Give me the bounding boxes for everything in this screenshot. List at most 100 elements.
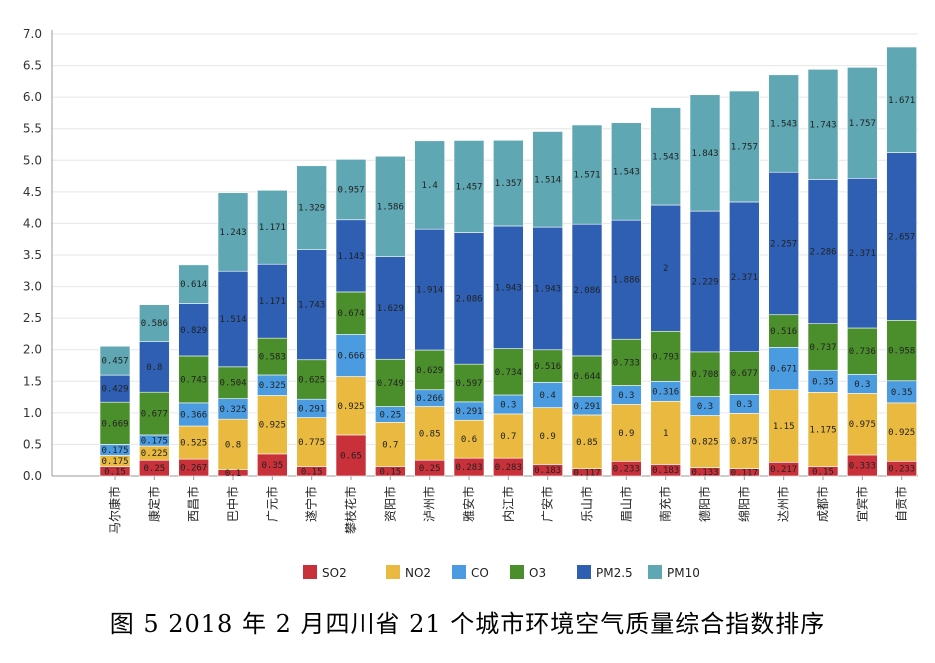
segment-value-label: 0.3 <box>736 400 752 410</box>
bar-segment <box>493 413 524 459</box>
segment-value-label: 1.543 <box>613 167 640 177</box>
bar-segment <box>257 395 288 455</box>
segment-value-label: 0.671 <box>770 364 797 374</box>
bar-segment <box>178 264 209 304</box>
segment-value-label: 0.7 <box>500 432 516 442</box>
segment-value-label: 1.671 <box>888 96 915 106</box>
bar-segment <box>532 226 563 351</box>
category-label: 康定市 <box>146 486 161 522</box>
segment-value-label: 0.233 <box>888 465 915 475</box>
segment-value-label: 0.183 <box>534 466 561 476</box>
segment-value-label: 1.886 <box>613 276 640 286</box>
legend-label: PM2.5 <box>596 566 633 580</box>
segment-value-label: 1.571 <box>573 171 600 181</box>
y-tick-label: 5.5 <box>23 122 42 136</box>
bar-segment <box>729 90 760 203</box>
segment-value-label: 0.291 <box>573 402 600 412</box>
legend: SO2 NO2 CO O3 PM2.5 PM10 <box>303 565 700 580</box>
segment-value-label: 0.677 <box>141 410 168 420</box>
segment-value-label: 2.286 <box>809 248 836 258</box>
bar-segment <box>611 122 642 221</box>
category-label: 德阳市 <box>697 486 712 522</box>
bar-segment <box>571 414 603 469</box>
y-tick-label: 2.0 <box>23 343 42 357</box>
segment-value-label: 0.429 <box>101 385 128 395</box>
category-label: 达州市 <box>776 486 791 522</box>
segment-value-label: 2 <box>663 264 668 274</box>
segment-value-label: 0.325 <box>259 381 286 391</box>
y-tick-label: 6.0 <box>23 90 42 104</box>
bar-segment <box>335 291 367 335</box>
bar-segment <box>453 232 485 365</box>
bar-segment <box>375 155 406 257</box>
segment-value-label: 0.217 <box>770 465 797 475</box>
category-labels: 马尔康市 康定市 西昌市 巴中市 广元市 遂宁市 攀枝花市 资阳市 泸州市 雅安市 内江市 广安市 乐山… <box>107 486 909 534</box>
segment-value-label: 0.975 <box>849 420 876 430</box>
bar-segment <box>296 165 327 250</box>
bar-segment <box>99 374 131 403</box>
segment-value-label: 0.7 <box>382 440 398 450</box>
y-tick-label: 1.0 <box>23 406 42 420</box>
segment-value-label: 0.233 <box>613 465 640 475</box>
y-tick-label: 0.5 <box>23 437 42 451</box>
bar-segment <box>611 338 642 386</box>
segment-value-label: 0.516 <box>534 362 561 372</box>
legend-swatch <box>452 565 466 579</box>
segment-value-label: 0.8 <box>225 440 241 450</box>
figure-caption: 图 5 2018 年 2 月四川省 21 个城市环境空气质量综合指数排序 <box>109 610 826 638</box>
bar-segment <box>335 159 367 221</box>
bar-segment <box>571 355 603 397</box>
bar-segment <box>807 323 839 371</box>
segment-value-label: 0.266 <box>416 394 443 404</box>
segment-value-label: 1.543 <box>652 152 679 162</box>
category-label: 广安市 <box>540 486 555 522</box>
segment-value-label: 0.925 <box>259 421 286 431</box>
y-tick-label: 0.0 <box>23 469 42 483</box>
segment-value-label: 1.757 <box>731 142 758 152</box>
legend-label: CO <box>471 566 489 580</box>
segment-labels: 0.150.1750.1750.6690.4290.4570.250.2250.… <box>101 96 915 479</box>
category-label: 广元市 <box>264 486 279 522</box>
segment-value-label: 0.225 <box>141 449 168 459</box>
segment-value-label: 0.9 <box>540 432 556 442</box>
bar-segment <box>178 425 209 460</box>
bar-segment <box>847 67 878 179</box>
segment-value-label: 0.283 <box>455 463 482 473</box>
bar-segment <box>453 140 485 233</box>
bar-segment <box>768 74 799 173</box>
category-label: 南充市 <box>658 486 673 522</box>
segment-value-label: 0.4 <box>540 391 556 401</box>
segment-value-label: 0.15 <box>379 467 401 477</box>
bar-segment <box>375 422 406 467</box>
segment-value-label: 0.829 <box>180 326 207 336</box>
bar-segment <box>532 407 563 465</box>
bar-segment <box>375 256 406 360</box>
bar-segment <box>178 355 209 404</box>
bar-segment <box>689 94 721 212</box>
legend-swatch <box>510 565 524 579</box>
segment-value-label: 0.291 <box>455 407 482 417</box>
bar-segment <box>414 228 445 351</box>
y-tick-label: 3.5 <box>23 248 42 262</box>
segment-value-label: 0.825 <box>691 438 718 448</box>
stacked-bar-chart: 0.0 0.5 1.0 1.5 2.0 2.5 3.0 3.5 4.0 4.5 5.0 5.5 6.0 6… <box>23 27 918 580</box>
bar-segment <box>296 417 327 467</box>
segment-value-label: 0.15 <box>104 467 126 477</box>
y-tick-label: 1.5 <box>23 374 42 388</box>
bar-segment <box>532 131 563 228</box>
y-tick-label: 4.5 <box>23 185 42 199</box>
segment-value-label: 0.625 <box>298 375 325 385</box>
bars <box>99 46 917 477</box>
segment-value-label: 0.666 <box>337 352 364 362</box>
bar-segment <box>414 349 445 391</box>
segment-value-label: 0.669 <box>101 419 128 429</box>
segment-value-label: 0.875 <box>731 437 758 447</box>
segment-value-label: 1.457 <box>455 182 482 192</box>
segment-value-label: 0.1 <box>225 469 241 479</box>
segment-value-label: 0.737 <box>809 343 836 353</box>
category-label: 宜宾市 <box>854 486 869 522</box>
legend-label: PM10 <box>667 566 700 580</box>
bar-segment <box>139 304 170 342</box>
bar-segment <box>689 210 721 353</box>
bar-segment <box>257 337 288 376</box>
